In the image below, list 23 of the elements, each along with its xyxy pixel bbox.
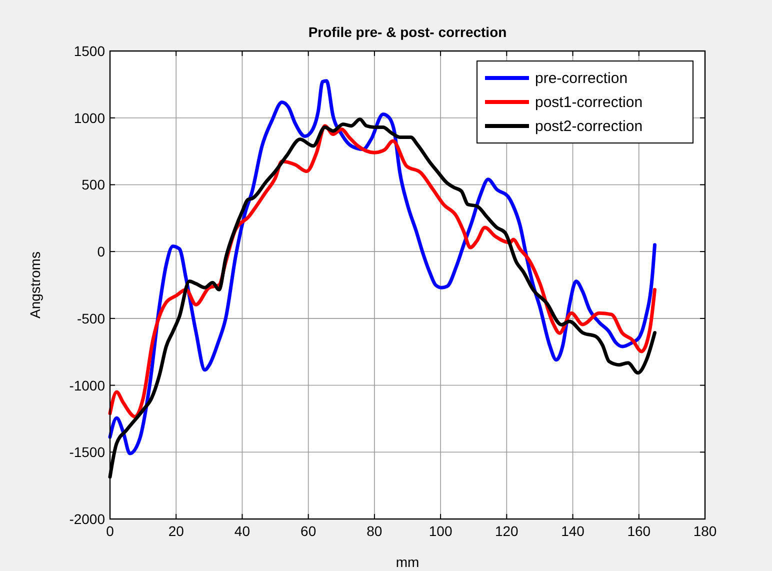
y-tick-label: -1500 [69, 444, 106, 460]
x-tick-label: 140 [561, 523, 585, 539]
x-tick-label: 40 [234, 523, 250, 539]
chart-title: Profile pre- & post- correction [308, 24, 507, 40]
x-tick-label: 80 [366, 523, 382, 539]
x-tick-label: 100 [428, 523, 452, 539]
y-tick-label: 500 [82, 176, 106, 193]
x-tick-label: 160 [627, 523, 651, 539]
y-tick-label: 1500 [74, 43, 106, 59]
y-tick-label: -2000 [69, 511, 106, 527]
y-axis-title: Angstroms [27, 252, 43, 318]
x-tick-label: 20 [168, 523, 184, 539]
x-tick-label: 60 [300, 523, 316, 539]
y-tick-label: 1000 [74, 110, 106, 126]
x-tick-label: 120 [494, 523, 519, 539]
y-tick-label: -1000 [69, 377, 106, 394]
y-tick-label: -500 [76, 310, 106, 326]
legend-label: pre-correction [535, 70, 628, 87]
x-tick-label: 180 [693, 523, 717, 539]
legend-label: post1-correction [535, 94, 643, 111]
legend-label: post2-correction [535, 118, 643, 135]
y-tick-label: 0 [97, 244, 106, 260]
x-axis-title: mm [396, 554, 420, 570]
